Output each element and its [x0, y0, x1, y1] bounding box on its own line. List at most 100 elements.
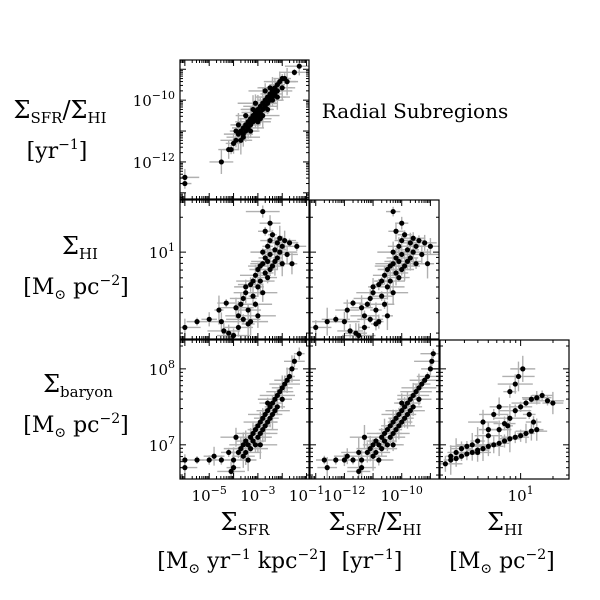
data-point — [390, 419, 396, 425]
data-point — [260, 415, 266, 421]
data-point — [410, 404, 416, 410]
x-tick-label: 101 — [508, 484, 534, 505]
data-point — [286, 373, 293, 380]
data-point — [442, 461, 448, 467]
svg-text:ΣSFR/ΣHI: ΣSFR/ΣHI — [328, 508, 421, 539]
data-point — [289, 366, 295, 372]
data-point — [361, 434, 368, 440]
data-point — [262, 88, 268, 94]
data-point — [282, 237, 288, 244]
panel-frame — [309, 199, 440, 340]
data-point — [390, 208, 396, 215]
data-point — [296, 63, 302, 69]
data-point — [279, 243, 285, 249]
data-point — [255, 434, 261, 440]
svg-text:[M⊙ pc−2]: [M⊙ pc−2] — [449, 547, 554, 577]
data-point — [402, 263, 408, 269]
data-point — [279, 396, 285, 402]
data-point — [402, 415, 408, 421]
data-point — [387, 434, 393, 440]
data-point — [485, 427, 491, 433]
data-point — [407, 408, 413, 414]
data-point — [350, 300, 356, 306]
data-point — [240, 442, 246, 448]
data-point — [267, 404, 273, 410]
data-point — [373, 449, 379, 456]
data-point — [282, 381, 288, 387]
data-point — [373, 438, 379, 444]
data-point — [429, 358, 435, 364]
panel-frame — [179, 59, 310, 200]
data-point — [370, 284, 376, 290]
data-point — [324, 465, 330, 471]
data-point — [453, 455, 459, 462]
data-point — [393, 415, 399, 421]
data-point — [228, 468, 234, 475]
svg-text:[yr−1]: [yr−1] — [27, 137, 88, 164]
data-point — [376, 457, 382, 463]
data-point — [399, 251, 405, 258]
data-point — [333, 457, 339, 463]
data-point — [396, 411, 402, 418]
data-point — [464, 443, 470, 449]
data-point — [226, 330, 232, 336]
data-point — [448, 457, 454, 463]
data-point — [250, 293, 256, 299]
data-point — [396, 258, 402, 264]
data-point — [379, 278, 385, 284]
data-point — [424, 373, 431, 380]
data-point — [507, 436, 513, 442]
data-point — [523, 430, 529, 437]
data-point — [480, 419, 486, 425]
data-point — [250, 438, 256, 444]
data-point — [424, 261, 431, 267]
data-point — [485, 433, 491, 439]
data-point — [289, 261, 295, 267]
data-point — [390, 249, 396, 255]
svg-text:[M⊙ pc−2]: [M⊙ pc−2] — [23, 273, 128, 303]
data-point — [252, 427, 259, 433]
data-point — [274, 94, 280, 100]
data-point — [361, 324, 368, 331]
data-point — [260, 208, 266, 215]
data-point — [206, 457, 212, 463]
data-point — [427, 366, 433, 372]
data-point — [410, 392, 416, 399]
data-point — [376, 442, 382, 448]
data-point — [356, 468, 362, 475]
data-point — [350, 457, 356, 463]
data-point — [265, 106, 271, 113]
data-point — [399, 408, 405, 414]
svg-text:ΣHI: ΣHI — [487, 508, 523, 539]
data-point — [267, 251, 273, 258]
col-label-hi: ΣHI [M⊙ pc−2] — [449, 508, 554, 577]
data-point — [404, 411, 411, 418]
data-point — [182, 324, 188, 331]
data-point — [526, 411, 532, 418]
data-point — [364, 449, 370, 456]
data-point — [272, 408, 278, 414]
data-point — [534, 427, 540, 433]
data-point — [550, 400, 556, 406]
data-point — [399, 266, 405, 273]
data-point — [228, 146, 234, 153]
y-tick-label: 108 — [149, 358, 175, 379]
data-point — [379, 293, 385, 299]
panel-frame — [439, 339, 570, 480]
data-point — [250, 278, 256, 284]
data-point — [182, 457, 188, 463]
panel-hi-vs-sfr: 101 — [149, 199, 310, 340]
data-point — [390, 430, 396, 437]
data-point — [265, 419, 271, 425]
data-point — [274, 240, 280, 246]
data-point — [274, 392, 280, 399]
data-point — [469, 442, 475, 448]
data-point — [416, 385, 422, 391]
data-point — [243, 449, 249, 456]
x-tick-label: 10−12 — [323, 484, 365, 505]
data-point — [399, 419, 405, 425]
panel-baryon-vs-sfr: 107 108 10−5 10−3 10−1 — [149, 339, 324, 505]
data-point — [518, 404, 524, 410]
data-point — [341, 457, 347, 463]
data-point — [364, 301, 370, 307]
